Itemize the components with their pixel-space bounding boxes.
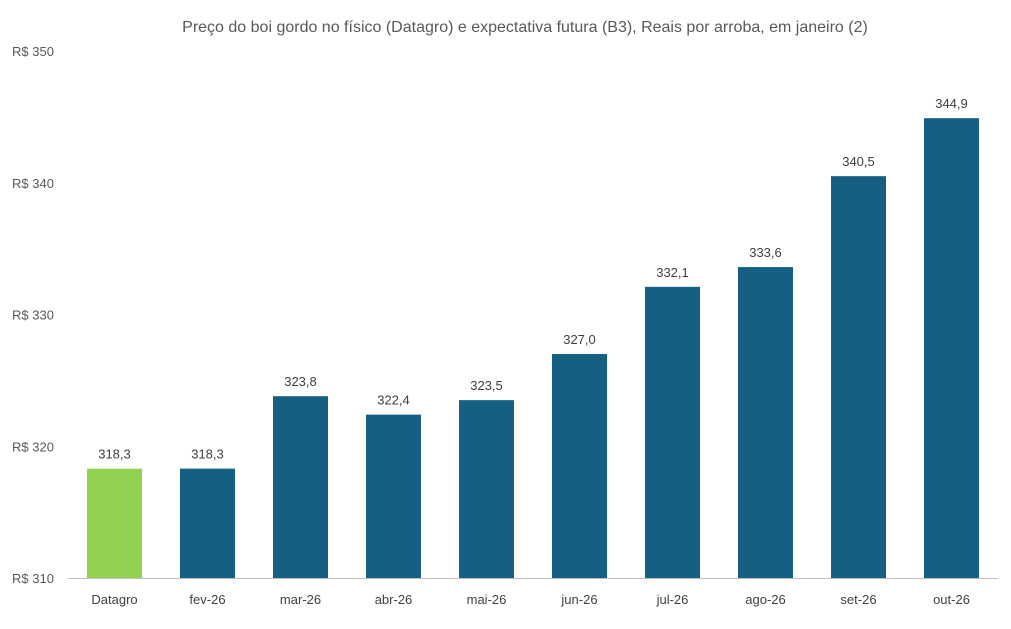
value-labels-group: 318,3 318,3 323,8 322,4 323,5 327,0 332,1 333,6… [98, 96, 968, 461]
y-tick-label: R$ 320 [12, 439, 54, 454]
bar-jun-26 [552, 354, 607, 578]
bar-abr-26 [366, 414, 421, 578]
value-label: 318,3 [98, 447, 131, 462]
value-label: 322,4 [377, 393, 410, 408]
value-label: 323,8 [284, 374, 317, 389]
bars-group [87, 118, 979, 578]
x-tick-label: fev-26 [189, 592, 225, 607]
y-tick-label: R$ 350 [12, 44, 54, 59]
bar-out-26 [924, 118, 979, 578]
bar-set-26 [831, 176, 886, 578]
x-tick-label: abr-26 [375, 592, 413, 607]
value-label: 340,5 [842, 154, 875, 169]
bar-jul-26 [645, 286, 700, 578]
bar-mar-26 [273, 396, 328, 578]
value-label: 332,1 [656, 265, 689, 280]
value-label: 318,3 [191, 447, 224, 462]
y-tick-label: R$ 330 [12, 308, 54, 323]
value-label: 333,6 [749, 245, 782, 260]
bar-mai-26 [459, 400, 514, 578]
x-axis: Datagro fev-26 mar-26 abr-26 mai-26 jun-26 jul… [68, 578, 998, 607]
bar-fev-26 [180, 468, 235, 578]
x-tick-label: jul-26 [656, 592, 689, 607]
x-tick-label: ago-26 [745, 592, 785, 607]
y-tick-label: R$ 340 [12, 176, 54, 191]
x-tick-label: mai-26 [467, 592, 507, 607]
y-axis: R$ 310 R$ 320 R$ 330 R$ 340 R$ 350 [12, 44, 54, 586]
x-tick-label: mar-26 [280, 592, 321, 607]
x-tick-label: Datagro [91, 592, 137, 607]
value-label: 344,9 [935, 96, 968, 111]
bar-ago-26 [738, 267, 793, 578]
chart-title: Preço do boi gordo no físico (Datagro) e… [182, 19, 868, 36]
value-label: 323,5 [470, 378, 503, 393]
value-label: 327,0 [563, 332, 596, 347]
y-tick-label: R$ 310 [12, 571, 54, 586]
x-tick-label: set-26 [840, 592, 876, 607]
bar-Datagro [87, 468, 142, 578]
x-tick-label: jun-26 [560, 592, 597, 607]
x-tick-label: out-26 [933, 592, 970, 607]
